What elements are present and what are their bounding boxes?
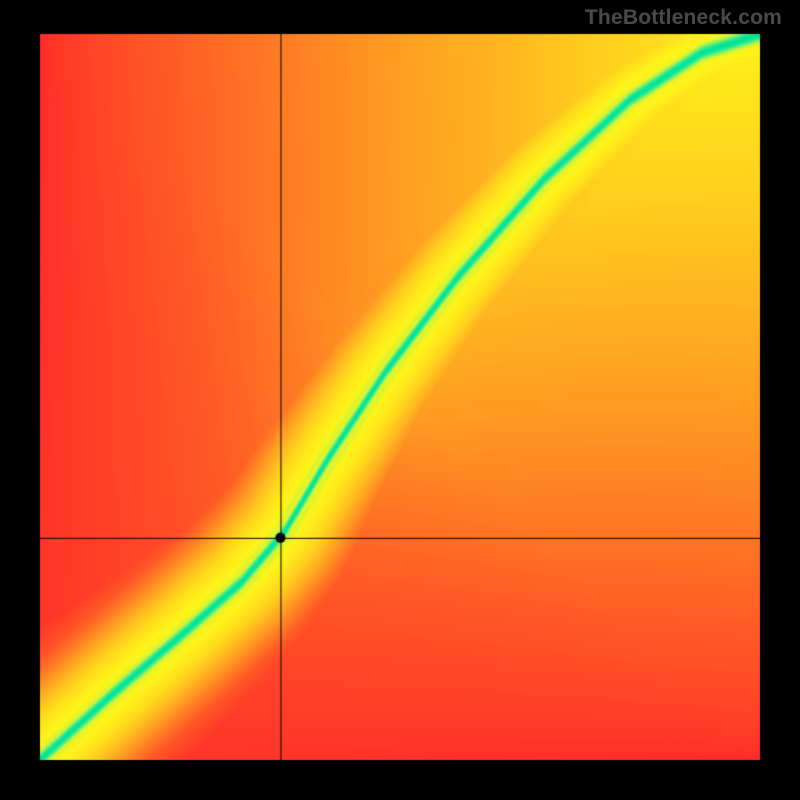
attribution-label: TheBottleneck.com: [585, 6, 782, 30]
stage: TheBottleneck.com: [0, 0, 800, 800]
bottleneck-heatmap: [0, 0, 800, 800]
